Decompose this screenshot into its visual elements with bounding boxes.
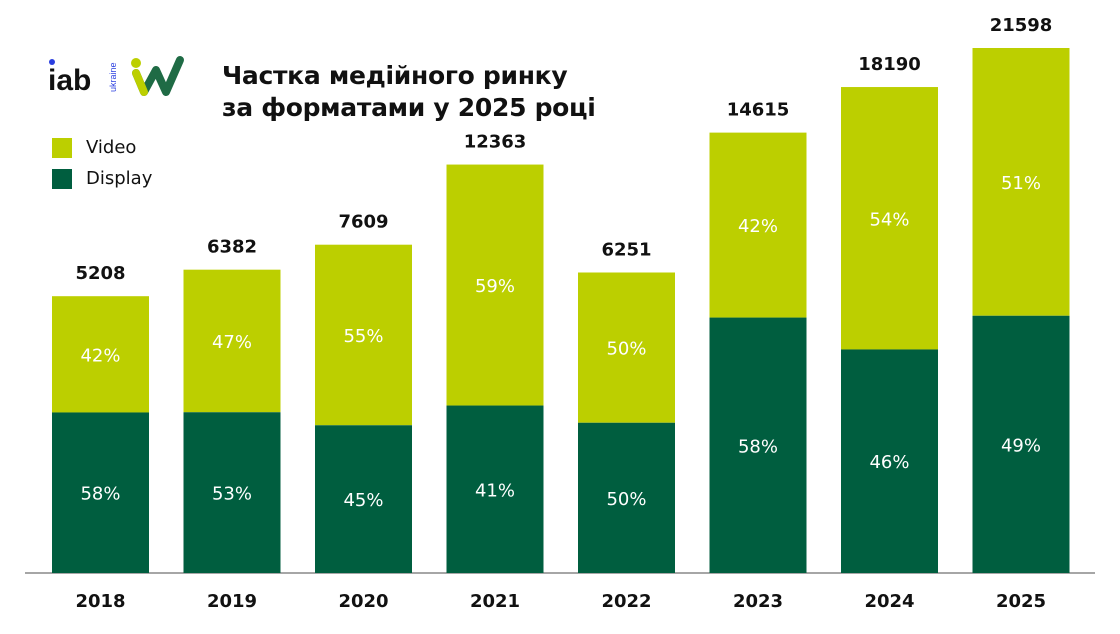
bar-display-2025 [972, 315, 1070, 573]
bar-video-2024 [841, 87, 938, 350]
bar-video-2018 [52, 296, 149, 413]
total-label-2021: 12363 [464, 132, 527, 153]
data-label-video-2023: 42% [738, 216, 778, 237]
x-tick-label-2019: 2019 [207, 591, 257, 612]
bar-display-2023 [709, 317, 807, 573]
logo: iab ukraine [48, 56, 184, 97]
data-label-display-2018: 58% [80, 484, 120, 505]
legend-label-display: Display [86, 168, 153, 189]
data-label-display-2020: 45% [343, 490, 383, 511]
total-label-2020: 7609 [338, 212, 388, 233]
x-tick-label-2023: 2023 [733, 591, 783, 612]
chart-title: Частка медійного ринку за форматами у 20… [222, 60, 596, 124]
data-label-video-2021: 59% [475, 276, 515, 297]
legend-label-video: Video [86, 137, 137, 158]
x-tick-label-2021: 2021 [470, 591, 520, 612]
data-label-video-2018: 42% [80, 345, 120, 366]
bar-video-2021 [446, 164, 544, 406]
x-tick-label-2024: 2024 [864, 591, 914, 612]
title-line-2: за форматами у 2025 році [222, 93, 596, 122]
total-label-2024: 18190 [858, 54, 921, 75]
data-label-video-2019: 47% [212, 332, 252, 353]
total-label-2019: 6382 [207, 237, 257, 258]
bar-display-2020 [315, 425, 412, 573]
bar-display-2022 [578, 422, 675, 573]
data-label-display-2025: 49% [1001, 435, 1041, 456]
bar-display-2019 [183, 412, 281, 573]
data-label-video-2024: 54% [869, 209, 909, 230]
data-label-display-2019: 53% [212, 484, 252, 505]
bar-video-2025 [972, 48, 1070, 316]
svg-text:ukraine: ukraine [108, 62, 118, 92]
total-label-2022: 6251 [601, 239, 651, 260]
bar-video-2020 [315, 244, 412, 426]
x-tick-label-2018: 2018 [75, 591, 125, 612]
legend-item-display: Display [52, 168, 152, 189]
bar-display-2024 [841, 349, 938, 573]
data-label-display-2023: 58% [738, 436, 778, 457]
title-line-1: Частка медійного ринку [222, 61, 568, 90]
bar-display-2021 [446, 405, 544, 573]
total-label-2025: 21598 [990, 15, 1053, 36]
svg-text:iab: iab [48, 64, 91, 97]
legend-item-video: Video [52, 137, 136, 158]
data-label-display-2024: 46% [869, 452, 909, 473]
data-label-video-2022: 50% [606, 339, 646, 360]
bar-video-2023 [709, 132, 807, 318]
legend-swatch-video [52, 137, 72, 158]
x-tick-label-2025: 2025 [996, 591, 1046, 612]
data-label-display-2021: 41% [475, 480, 515, 501]
legend-swatch-display [52, 168, 72, 189]
data-label-display-2022: 50% [606, 489, 646, 510]
x-tick-label-2022: 2022 [601, 591, 651, 612]
bar-video-2019 [183, 269, 281, 413]
bar-display-2018 [52, 412, 149, 573]
bar-video-2022 [578, 272, 675, 423]
data-label-video-2025: 51% [1001, 173, 1041, 194]
total-label-2018: 5208 [75, 263, 125, 284]
total-label-2023: 14615 [727, 100, 790, 121]
data-label-video-2020: 55% [343, 326, 383, 347]
x-tick-label-2020: 2020 [338, 591, 388, 612]
